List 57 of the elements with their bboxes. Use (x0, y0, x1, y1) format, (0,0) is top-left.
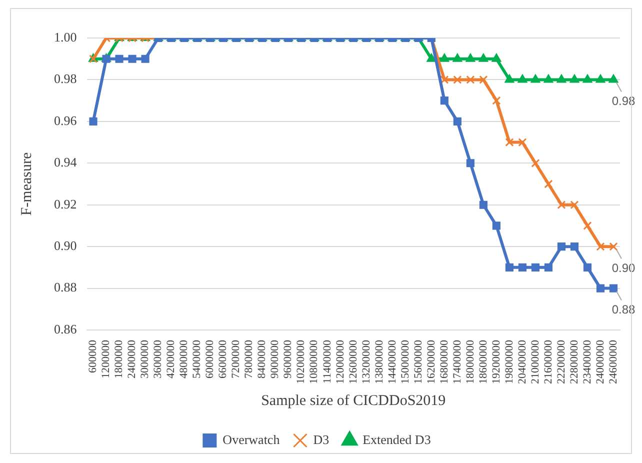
x-tick-label: 18600000 (477, 340, 490, 384)
legend-label: Extended D3 (362, 432, 431, 447)
x-tick-label: 4800000 (178, 340, 190, 378)
x-tick-label: 22200000 (555, 340, 568, 384)
data-label: 0.90 (612, 260, 636, 275)
x-tick-label: 15000000 (399, 340, 412, 384)
y-tick-label: 0.88 (54, 280, 77, 295)
x-tick-label: 19200000 (490, 340, 502, 384)
x-tick-label: 23400000 (581, 340, 594, 384)
x-tick-label: 13800000 (373, 340, 386, 384)
y-tick-label: 0.94 (54, 154, 78, 170)
x-tick-label: 16200000 (425, 340, 438, 384)
x-tick-label: 7200000 (230, 340, 242, 378)
legend-label: Overwatch (222, 432, 280, 447)
legend-label: D3 (313, 432, 330, 447)
y-tick-label: 0.92 (54, 196, 77, 212)
x-tick-label: 5400000 (191, 340, 204, 378)
x-tick-label: 8400000 (256, 340, 268, 378)
data-label: 0.98 (612, 94, 636, 108)
data-label: 0.88 (612, 302, 636, 317)
x-tick-label: 4200000 (165, 340, 178, 378)
y-tick-label: 0.96 (54, 112, 78, 128)
x-tick-label: 10200000 (295, 340, 308, 384)
x-tick-label: 21600000 (542, 340, 554, 384)
y-tick-label: 1.00 (54, 29, 77, 44)
x-tick-label: 9000000 (269, 340, 282, 378)
x-tick-label: 19800000 (503, 340, 516, 384)
x-tick-label: 1800000 (113, 340, 126, 378)
x-tick-label: 24000000 (594, 340, 606, 384)
x-tick-label: 13200000 (360, 340, 372, 384)
x-tick-label: 2400000 (126, 340, 138, 378)
x-tick-label: 3000000 (139, 340, 152, 378)
x-tick-label: 11400000 (321, 340, 334, 384)
x-tick-label: 15600000 (412, 340, 424, 384)
x-tick-label: 7800000 (243, 340, 256, 378)
x-tick-label: 18000000 (464, 340, 476, 384)
x-tick-label: 21000000 (529, 340, 542, 384)
x-tick-label: 600000 (87, 340, 100, 373)
x-tick-label: 16800000 (438, 340, 450, 384)
y-tick-label: 0.86 (54, 321, 78, 336)
x-tick-label: 6000000 (204, 340, 216, 378)
x-axis-title: Sample size of CICDDoS2019 (261, 392, 446, 409)
x-tick-label: 22800000 (568, 340, 580, 384)
x-tick-label: 3600000 (152, 340, 164, 378)
x-tick-label: 6600000 (217, 340, 230, 378)
y-axis-title: F-measure (18, 152, 35, 216)
y-tick-label: 0.90 (54, 238, 77, 253)
x-tick-label: 10800000 (308, 340, 320, 384)
x-tick-label: 12000000 (334, 340, 346, 384)
x-tick-label: 1200000 (100, 340, 112, 378)
x-tick-label: 14400000 (386, 340, 398, 384)
x-tick-label: 24600000 (607, 340, 620, 384)
x-tick-label: 20400000 (516, 340, 528, 384)
x-tick-label: 9600000 (282, 340, 294, 378)
y-tick-label: 0.98 (54, 71, 77, 86)
x-tick-label: 12600000 (347, 340, 360, 384)
x-tick-label: 17400000 (451, 340, 464, 384)
